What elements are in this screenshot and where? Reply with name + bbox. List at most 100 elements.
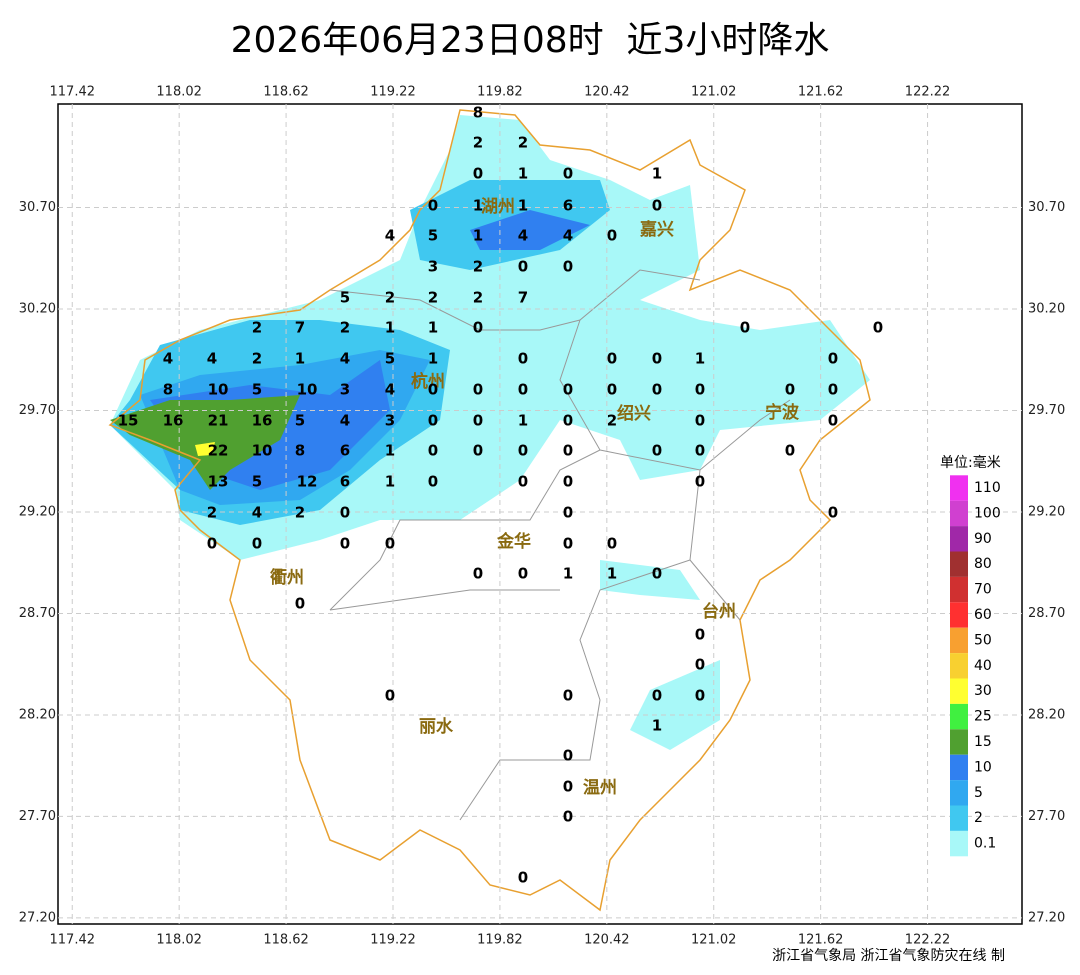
station-value: 0 — [563, 535, 573, 553]
station-value: 13 — [208, 473, 229, 491]
station-value: 0 — [695, 626, 705, 644]
credit: 浙江省气象局 浙江省气象防灾在线 制 — [772, 947, 1005, 964]
station-value: 0 — [473, 565, 483, 583]
station-value: 0 — [607, 381, 617, 399]
legend-label: 0.1 — [974, 836, 996, 852]
x-tick-label: 120.42 — [584, 85, 630, 100]
station-value: 1 — [563, 565, 573, 583]
y-tick-label: 28.20 — [19, 707, 56, 722]
station-value: 0 — [563, 165, 573, 183]
legend-label: 90 — [974, 531, 992, 547]
station-value: 0 — [428, 442, 438, 460]
legend-swatch — [950, 526, 968, 552]
station-value: 10 — [297, 381, 318, 399]
x-tick-label: 117.42 — [50, 933, 96, 948]
station-value: 5 — [295, 412, 305, 430]
legend-label: 100 — [974, 505, 1001, 521]
station-value: 2 — [473, 258, 483, 276]
x-tick-label: 119.82 — [477, 933, 523, 948]
station-value: 0 — [563, 687, 573, 705]
station-value: 4 — [163, 350, 173, 368]
station-value: 4 — [385, 381, 395, 399]
city-label: 宁波 — [765, 402, 800, 423]
legend-swatch — [950, 627, 968, 654]
station-value: 0 — [518, 350, 528, 368]
station-value: 0 — [828, 412, 838, 430]
legend-label: 5 — [974, 785, 983, 801]
y-tick-label: 30.70 — [1028, 200, 1065, 215]
station-value: 0 — [695, 381, 705, 399]
station-value: 0 — [563, 442, 573, 460]
station-value: 0 — [563, 778, 573, 796]
y-tick-label: 30.20 — [19, 302, 56, 317]
station-value: 1 — [295, 350, 305, 368]
station-value: 10 — [208, 381, 229, 399]
station-value: 0 — [385, 535, 395, 553]
station-value: 1 — [652, 165, 662, 183]
legend-swatch — [950, 830, 968, 857]
station-value: 3 — [385, 412, 395, 430]
station-value: 0 — [252, 535, 262, 553]
legend-swatch — [950, 576, 968, 603]
station-value: 0 — [828, 350, 838, 368]
station-value: 0 — [695, 687, 705, 705]
legend-label: 2 — [974, 810, 983, 826]
y-tick-label: 29.70 — [1028, 403, 1065, 418]
city-boundaries — [329, 269, 791, 821]
city-label: 湖州 — [481, 197, 515, 217]
station-value: 5 — [428, 227, 438, 245]
station-value: 2 — [295, 504, 305, 522]
station-value: 1 — [518, 197, 528, 215]
station-value: 2 — [385, 289, 395, 307]
station-value: 21 — [208, 412, 229, 430]
station-value: 22 — [208, 442, 229, 460]
station-value: 2 — [473, 289, 483, 307]
x-tick-label: 122.22 — [905, 85, 951, 100]
station-value: 0 — [740, 319, 750, 337]
station-value: 4 — [563, 227, 573, 245]
legend-swatch — [950, 678, 968, 704]
station-value: 0 — [695, 412, 705, 430]
station-value: 0 — [563, 258, 573, 276]
station-value: 1 — [652, 717, 662, 735]
station-value: 0 — [518, 869, 528, 887]
y-tick-label: 28.70 — [1028, 606, 1065, 621]
station-value: 1 — [385, 442, 395, 460]
x-tick-label: 118.02 — [156, 933, 202, 948]
station-value: 0 — [518, 258, 528, 276]
station-value: 0 — [563, 473, 573, 491]
y-tick-label: 27.70 — [19, 809, 56, 824]
station-value: 6 — [340, 473, 350, 491]
legend-label: 10 — [974, 759, 992, 775]
station-value: 0 — [385, 687, 395, 705]
station-value: 0 — [207, 535, 217, 553]
city-label: 温州 — [583, 778, 617, 798]
legend-label: 80 — [974, 556, 992, 572]
city-label: 台州 — [702, 601, 736, 622]
y-tick-label: 28.20 — [1028, 707, 1065, 722]
station-value: 4 — [207, 350, 217, 368]
station-value: 2 — [252, 319, 262, 337]
station-value: 0 — [652, 350, 662, 368]
y-tick-label: 30.70 — [19, 200, 56, 215]
station-value: 0 — [563, 381, 573, 399]
station-value: 5 — [252, 381, 262, 399]
x-tick-label: 119.82 — [477, 85, 523, 100]
station-value: 0 — [652, 565, 662, 583]
station-value: 1 — [518, 412, 528, 430]
station-value: 4 — [252, 504, 262, 522]
station-value: 3 — [340, 381, 350, 399]
x-tick-label: 118.62 — [263, 85, 309, 100]
station-value: 0 — [785, 381, 795, 399]
station-value: 0 — [607, 535, 617, 553]
station-value: 3 — [428, 258, 438, 276]
map-frame — [57, 103, 1023, 925]
station-value: 0 — [695, 656, 705, 674]
station-value: 0 — [518, 442, 528, 460]
station-value: 1 — [518, 165, 528, 183]
station-value: 0 — [607, 227, 617, 245]
province-outline — [108, 109, 871, 912]
station-value: 0 — [473, 165, 483, 183]
station-value: 0 — [695, 442, 705, 460]
station-value: 4 — [385, 227, 395, 245]
